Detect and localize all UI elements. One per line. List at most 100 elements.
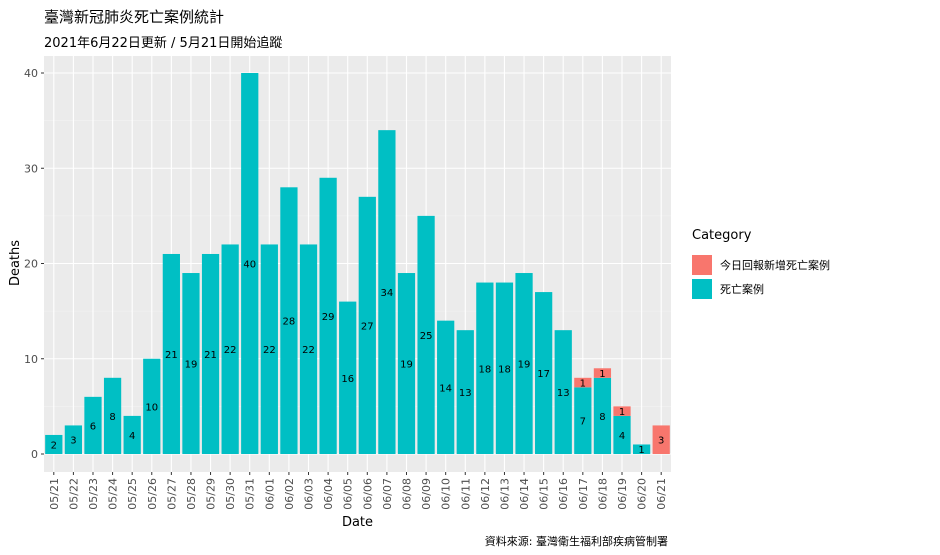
bar-deaths bbox=[299, 244, 318, 454]
bar-value-label: 2 bbox=[51, 440, 57, 451]
bar-value-label: 22 bbox=[263, 345, 276, 356]
bar-value-label: 14 bbox=[439, 383, 452, 394]
bar-deaths bbox=[515, 273, 533, 454]
bar-deaths bbox=[397, 273, 416, 454]
x-tick-label: 06/16 bbox=[557, 478, 570, 510]
bar-value-label: 6 bbox=[90, 421, 96, 432]
bar-value-label: 1 bbox=[599, 369, 605, 380]
y-tick-label: 20 bbox=[24, 258, 38, 271]
y-tick-label: 30 bbox=[24, 162, 38, 175]
bar-deaths bbox=[456, 330, 474, 454]
bar-deaths bbox=[535, 292, 553, 454]
bar-new-deaths bbox=[593, 368, 612, 378]
x-tick-label: 06/09 bbox=[420, 478, 433, 510]
bar-deaths bbox=[162, 253, 180, 454]
x-tick-label: 06/05 bbox=[342, 478, 355, 510]
bar-new-deaths bbox=[574, 377, 592, 388]
bar-deaths bbox=[593, 377, 612, 454]
x-tick-label: 06/04 bbox=[322, 478, 335, 510]
x-tick-label: 05/31 bbox=[244, 478, 257, 510]
legend-item-new-deaths: 今日回報新增死亡案例 bbox=[692, 253, 830, 277]
bar-deaths bbox=[45, 434, 63, 454]
x-tick-label: 05/23 bbox=[87, 478, 100, 510]
y-tick-label: 10 bbox=[24, 353, 38, 366]
bar-new-deaths bbox=[652, 425, 670, 454]
x-tick-label: 06/11 bbox=[459, 478, 472, 510]
bar-deaths bbox=[417, 215, 435, 454]
x-tick-label: 06/06 bbox=[361, 478, 374, 510]
bar-value-label: 18 bbox=[478, 364, 491, 375]
x-tick-label: 06/02 bbox=[283, 478, 296, 510]
x-tick-label: 06/21 bbox=[655, 478, 668, 510]
legend-label-new-deaths: 今日回報新增死亡案例 bbox=[720, 259, 830, 272]
bar-value-label: 13 bbox=[557, 388, 570, 399]
bar-value-label: 29 bbox=[322, 312, 335, 323]
legend-swatch-deaths bbox=[692, 279, 712, 299]
bar-new-deaths bbox=[613, 406, 631, 416]
bar-value-label: 25 bbox=[420, 331, 433, 342]
bar-deaths bbox=[495, 282, 514, 454]
bar-value-label: 1 bbox=[580, 379, 586, 390]
bar-deaths bbox=[143, 358, 161, 454]
x-tick-label: 06/08 bbox=[400, 478, 413, 510]
legend: Category 今日回報新增死亡案例 死亡案例 bbox=[692, 228, 830, 301]
x-tick-label: 05/28 bbox=[185, 478, 198, 510]
bar-value-label: 1 bbox=[619, 407, 625, 418]
bar-deaths bbox=[339, 301, 357, 454]
bar-deaths bbox=[84, 396, 102, 454]
x-tick-label: 06/20 bbox=[636, 478, 649, 510]
bar-deaths bbox=[378, 130, 396, 454]
x-tick-label: 06/03 bbox=[303, 478, 316, 510]
x-tick-label: 06/07 bbox=[381, 478, 394, 510]
legend-swatch-new-deaths bbox=[692, 255, 712, 275]
bar-value-label: 27 bbox=[361, 321, 374, 332]
x-tick-label: 05/25 bbox=[126, 478, 139, 510]
bar-value-label: 40 bbox=[243, 260, 256, 271]
x-tick-label: 05/22 bbox=[67, 478, 80, 510]
x-tick-label: 06/12 bbox=[479, 478, 492, 510]
bar-value-label: 4 bbox=[619, 431, 625, 442]
x-tick-label: 06/15 bbox=[538, 478, 551, 510]
x-tick-label: 05/21 bbox=[48, 478, 61, 510]
bar-value-label: 21 bbox=[204, 350, 217, 361]
x-tick-label: 06/19 bbox=[616, 478, 629, 510]
x-tick-label: 06/01 bbox=[263, 478, 276, 510]
bar-deaths bbox=[476, 282, 494, 454]
legend-label-deaths: 死亡案例 bbox=[720, 283, 764, 296]
bar-value-label: 3 bbox=[70, 436, 76, 447]
bar-value-label: 19 bbox=[185, 360, 198, 371]
bar-deaths bbox=[613, 415, 631, 454]
bar-value-label: 8 bbox=[109, 412, 115, 423]
bar-deaths bbox=[554, 330, 572, 454]
bar-value-label: 34 bbox=[381, 288, 394, 299]
x-tick-label: 06/17 bbox=[577, 478, 590, 510]
x-tick-label: 06/10 bbox=[440, 478, 453, 510]
legend-title: Category bbox=[692, 228, 752, 243]
bar-value-label: 21 bbox=[165, 350, 178, 361]
bar-value-label: 18 bbox=[498, 364, 511, 375]
bar-value-label: 4 bbox=[129, 431, 135, 442]
bar-deaths bbox=[358, 196, 376, 454]
bar-deaths bbox=[182, 273, 200, 454]
bar-deaths bbox=[280, 187, 298, 455]
bar-value-label: 10 bbox=[145, 402, 158, 413]
x-tick-label: 06/13 bbox=[498, 478, 511, 510]
bar-value-label: 7 bbox=[580, 417, 586, 428]
bar-deaths bbox=[201, 253, 220, 454]
bar-value-label: 22 bbox=[224, 345, 237, 356]
bar-value-label: 17 bbox=[537, 369, 550, 380]
bar-deaths bbox=[221, 244, 239, 454]
chart-title: 臺灣新冠肺炎死亡案例統計 bbox=[44, 8, 225, 26]
bar-deaths bbox=[241, 73, 259, 454]
x-tick-label: 05/29 bbox=[205, 478, 218, 510]
bar-deaths bbox=[260, 244, 278, 454]
bar-deaths bbox=[64, 425, 83, 454]
bar-value-label: 16 bbox=[341, 374, 354, 385]
bar-value-label: 13 bbox=[459, 388, 472, 399]
bar-deaths bbox=[437, 320, 455, 454]
y-tick-label: 0 bbox=[31, 448, 38, 461]
source-caption: 資料來源: 臺灣衛生福利部疾病管制署 bbox=[484, 535, 668, 548]
bar-deaths bbox=[574, 387, 592, 454]
bar-value-label: 28 bbox=[283, 317, 296, 328]
